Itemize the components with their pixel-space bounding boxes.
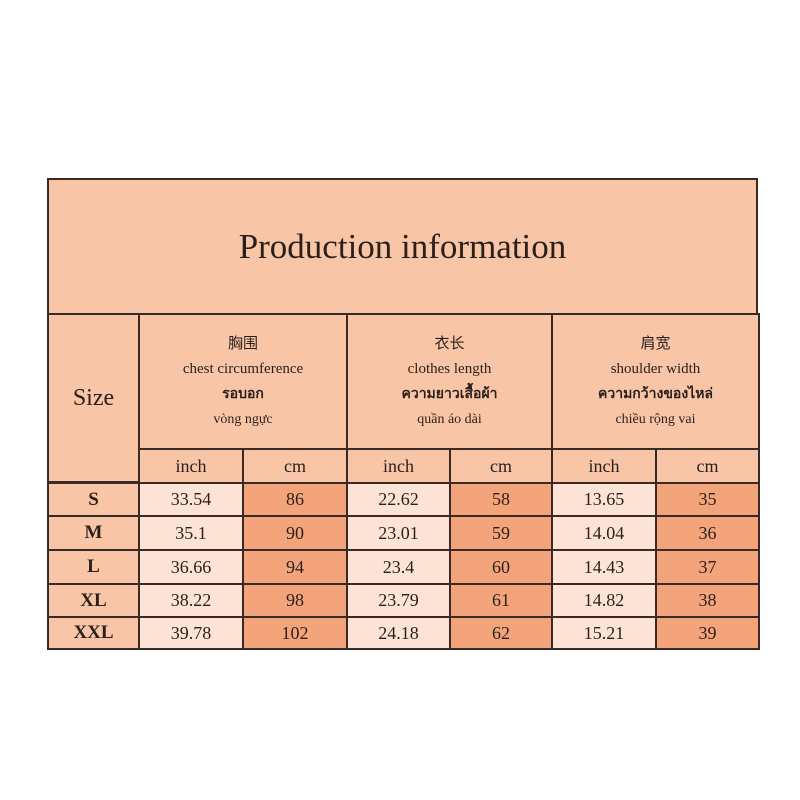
value-cell: 14.43 bbox=[551, 549, 657, 585]
value-cell: 14.04 bbox=[551, 515, 657, 551]
thai-label: ความกว้างของไหล่ bbox=[597, 385, 713, 402]
size-cell: XXL bbox=[47, 616, 140, 650]
value-cell: 62 bbox=[449, 616, 553, 650]
value-cell: 35 bbox=[655, 482, 760, 517]
unit-header: inch bbox=[346, 448, 451, 484]
value-cell: 38.22 bbox=[138, 583, 244, 618]
value-cell: 39 bbox=[655, 616, 760, 650]
value-cell: 24.18 bbox=[346, 616, 451, 650]
value-cell: 98 bbox=[242, 583, 348, 618]
value-cell: 23.01 bbox=[346, 515, 451, 551]
size-cell: L bbox=[47, 549, 140, 585]
value-cell: 36 bbox=[655, 515, 760, 551]
unit-header: cm bbox=[242, 448, 348, 484]
thai-label: รอบอก bbox=[222, 385, 264, 402]
value-cell: 15.21 bbox=[551, 616, 657, 650]
chinese-label: 胸围 bbox=[227, 335, 258, 352]
unit-header: inch bbox=[138, 448, 244, 484]
english-label: chest circumference bbox=[182, 360, 304, 377]
english-label: shoulder width bbox=[610, 360, 701, 377]
unit-header: cm bbox=[655, 448, 760, 484]
column-header: 肩宽 shoulder width ความกว้างของไหล่ chiều rộ… bbox=[551, 313, 760, 450]
thai-label: ความยาวเสื้อผ้า bbox=[401, 385, 498, 402]
english-label: clothes length bbox=[407, 360, 492, 377]
column-header: 胸围 chest circumference รอบอก vòng ngực bbox=[138, 313, 348, 450]
unit-header: cm bbox=[449, 448, 553, 484]
value-cell: 60 bbox=[449, 549, 553, 585]
chinese-label: 衣长 bbox=[434, 335, 465, 352]
value-cell: 37 bbox=[655, 549, 760, 585]
value-cell: 59 bbox=[449, 515, 553, 551]
value-cell: 61 bbox=[449, 583, 553, 618]
unit-header: inch bbox=[551, 448, 657, 484]
value-cell: 102 bbox=[242, 616, 348, 650]
value-cell: 39.78 bbox=[138, 616, 244, 650]
value-cell: 86 bbox=[242, 482, 348, 517]
vietnamese-label: vòng ngực bbox=[213, 411, 273, 427]
value-cell: 22.62 bbox=[346, 482, 451, 517]
size-cell: S bbox=[47, 482, 140, 517]
size-header: Size bbox=[47, 313, 140, 483]
column-header: 衣长 clothes length ความยาวเสื้อผ้า quần áo d… bbox=[346, 313, 553, 450]
value-cell: 35.1 bbox=[138, 515, 244, 551]
chinese-label: 肩宽 bbox=[640, 335, 671, 352]
value-cell: 33.54 bbox=[138, 482, 244, 517]
value-cell: 23.79 bbox=[346, 583, 451, 618]
value-cell: 94 bbox=[242, 549, 348, 585]
value-cell: 36.66 bbox=[138, 549, 244, 585]
value-cell: 13.65 bbox=[551, 482, 657, 517]
vietnamese-label: quần áo dài bbox=[417, 411, 482, 427]
size-cell: M bbox=[47, 515, 140, 551]
value-cell: 38 bbox=[655, 583, 760, 618]
size-cell: XL bbox=[47, 583, 140, 618]
value-cell: 90 bbox=[242, 515, 348, 551]
value-cell: 23.4 bbox=[346, 549, 451, 585]
table-title: Production information bbox=[47, 178, 758, 315]
value-cell: 14.82 bbox=[551, 583, 657, 618]
value-cell: 58 bbox=[449, 482, 553, 517]
vietnamese-label: chiều rộng vai bbox=[615, 411, 696, 427]
